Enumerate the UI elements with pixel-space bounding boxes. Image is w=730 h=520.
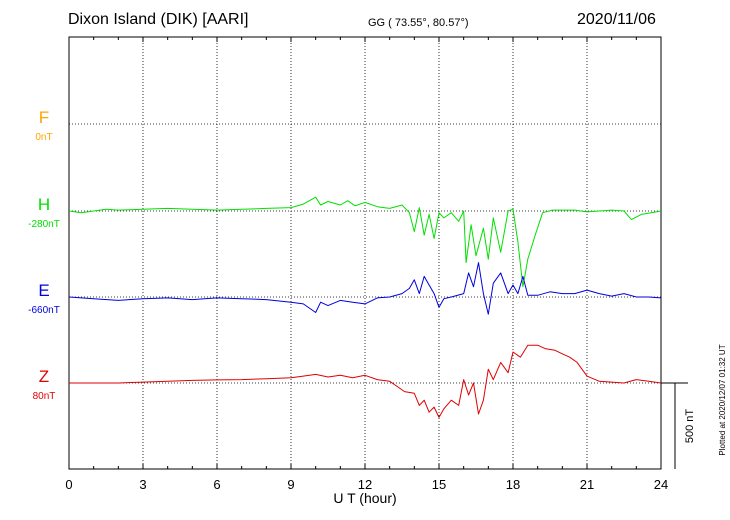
series-line-E [68,262,662,315]
station-title: Dixon Island (DIK) [AARI] [68,11,249,28]
scale-bar-label: 500 nT [684,409,696,444]
series-line-H [68,196,662,288]
series-baseline-Z: 80nT [33,391,56,402]
x-tick-label-15: 15 [432,477,446,492]
station-coords: GG ( 73.55°, 80.57°) [368,17,469,29]
series-name-Z: Z [39,367,49,386]
scale-bar: 500 nT [661,382,696,469]
x-axis-ticks: 0 3 6 9 12 15 18 21 24 [65,37,668,492]
x-tick-label-9: 9 [287,477,294,492]
x-axis-label: U T (hour) [333,490,396,506]
plot-date: 2020/11/06 [577,11,656,28]
series-labels: F 0nT H -280nT E -660nT Z 80nT [28,108,60,402]
x-tick-label-6: 6 [213,477,220,492]
x-tick-label-0: 0 [65,477,72,492]
series-lines [68,196,662,418]
x-tick-label-24: 24 [654,477,668,492]
grid-lines [142,37,588,469]
series-baseline-E: -660nT [28,305,60,316]
x-tick-label-3: 3 [139,477,146,492]
plotted-at-note: Plotted at 2020/12/07 01:32 UT [718,344,727,455]
x-tick-label-21: 21 [580,477,594,492]
series-name-E: E [38,281,49,300]
series-line-Z [69,344,662,418]
series-baseline-F: 0nT [35,132,52,143]
series-name-F: F [39,108,49,127]
series-name-H: H [38,195,50,214]
series-baseline-H: -280nT [28,219,60,230]
x-tick-label-12: 12 [358,477,372,492]
x-tick-label-18: 18 [506,477,520,492]
